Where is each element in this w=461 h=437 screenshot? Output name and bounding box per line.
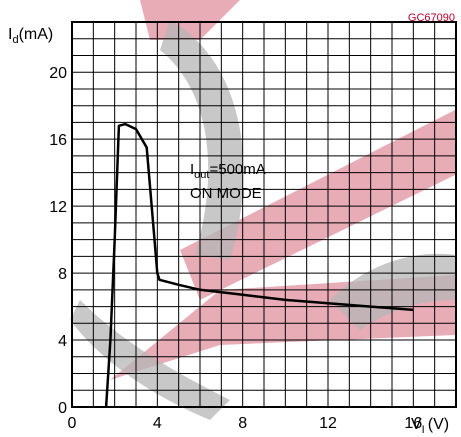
x-axis-label: VI (V) [411, 416, 449, 436]
x-tick-label: 4 [153, 415, 162, 432]
watermark-red-band-mid [180, 110, 455, 300]
plot-frame [71, 21, 457, 408]
y-tick-label: 16 [49, 132, 67, 149]
series-group [104, 122, 414, 408]
figure-code: GC67090 [408, 12, 455, 24]
y-tick-label: 8 [58, 266, 67, 283]
watermark-gray-arc [160, 20, 244, 260]
annotation-current: Iout=500mA [190, 161, 266, 181]
x-tick-label: 0 [68, 415, 77, 432]
x-tick-label: 16 [404, 415, 422, 432]
grid [72, 22, 456, 407]
y-axis-label: Id(mA) [8, 26, 53, 46]
y-tick-label: 20 [49, 65, 67, 82]
tick-labels: 0 4 8 12 16 0 4 8 12 16 20 [49, 65, 422, 432]
y-tick-label: 12 [49, 199, 67, 216]
watermark-red-band-top [140, 0, 240, 40]
x-tick-label: 8 [238, 415, 247, 432]
y-tick-label: 0 [58, 400, 67, 417]
x-tick-label: 12 [319, 415, 337, 432]
y-tick-label: 4 [58, 333, 67, 350]
series-line [104, 122, 414, 408]
annotation-mode: ON MODE [190, 185, 262, 202]
